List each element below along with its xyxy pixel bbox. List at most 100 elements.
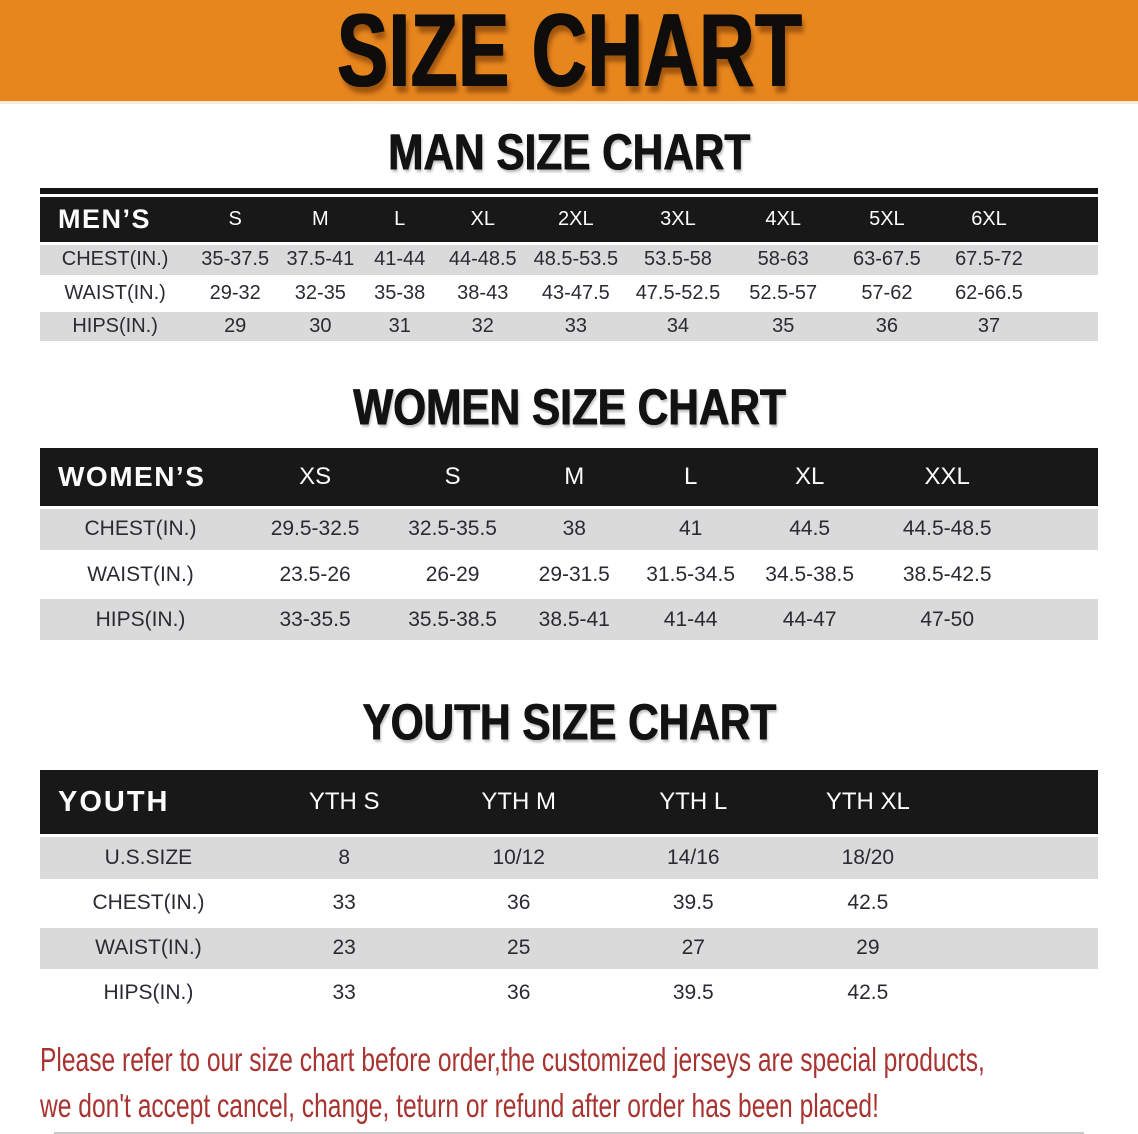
spacer-cell — [955, 880, 1098, 928]
spacer-cell — [1023, 597, 1098, 644]
size-value: 37 — [938, 309, 1040, 345]
men-col-header: XL — [438, 197, 527, 245]
women-col-header: XXL — [870, 447, 1024, 509]
youth-header-label: YOUTH — [40, 770, 257, 837]
youth-ussize-row: U.S.SIZE 8 10/12 14/16 18/20 — [40, 835, 1098, 883]
spacer-cell — [1023, 507, 1098, 554]
men-header-row: MEN’S S M L XL 2XL 3XL 4XL 5XL 6XL — [40, 197, 1098, 245]
size-value: 44-48.5 — [438, 243, 527, 279]
size-value: 67.5-72 — [938, 243, 1040, 279]
size-value: 33-35.5 — [241, 597, 390, 644]
women-col-header: XL — [748, 447, 871, 509]
size-value: 32-35 — [280, 276, 361, 312]
youth-col-header: YTH XL — [780, 770, 956, 837]
banner-title: SIZE CHART — [336, 0, 802, 108]
size-value: 58-63 — [730, 243, 836, 279]
women-size-table: WOMEN’S XS S M L XL XXL CHEST(IN.) 29.5-… — [40, 447, 1098, 644]
men-col-header: S — [190, 197, 281, 245]
spacer-cell — [1039, 243, 1098, 279]
men-hips-row: HIPS(IN.) 29 30 31 32 33 34 35 36 37 — [40, 309, 1098, 345]
size-value: 39.5 — [606, 880, 781, 928]
size-value: 43-47.5 — [526, 276, 626, 312]
size-value: 35.5-38.5 — [389, 597, 517, 644]
spacer-cell — [1039, 309, 1098, 345]
size-value: 32 — [438, 309, 527, 345]
size-value: 44.5-48.5 — [870, 507, 1024, 554]
size-value: 33 — [256, 880, 432, 928]
youth-waist-row: WAIST(IN.) 23 25 27 29 — [40, 925, 1098, 973]
women-col-header: XS — [241, 447, 390, 509]
size-value: 29-32 — [190, 276, 281, 312]
size-value: 29 — [190, 309, 281, 345]
men-section-title-text: MAN SIZE CHART — [387, 123, 751, 181]
size-value: 52.5-57 — [730, 276, 836, 312]
row-label: CHEST(IN.) — [40, 243, 191, 279]
row-label: WAIST(IN.) — [40, 552, 242, 599]
men-section-title: MAN SIZE CHART — [0, 123, 1138, 181]
size-value: 57-62 — [835, 276, 939, 312]
men-size-table: MEN’S S M L XL 2XL 3XL 4XL 5XL 6XL CHEST… — [40, 197, 1098, 345]
women-col-header: M — [516, 447, 633, 509]
spacer-cell — [1039, 197, 1098, 245]
size-value: 14/16 — [606, 835, 781, 883]
youth-col-header: YTH M — [431, 770, 606, 837]
men-chest-row: CHEST(IN.) 35-37.5 37.5-41 41-44 44-48.5… — [40, 243, 1098, 279]
size-value: 10/12 — [431, 835, 606, 883]
size-value: 41-44 — [632, 597, 749, 644]
size-value: 63-67.5 — [835, 243, 939, 279]
size-value: 44.5 — [748, 507, 871, 554]
men-col-header: L — [360, 197, 439, 245]
spacer-cell — [955, 970, 1098, 1018]
women-header-row: WOMEN’S XS S M L XL XXL — [40, 447, 1098, 509]
size-value: 41-44 — [360, 243, 439, 279]
youth-section-title-text: YOUTH SIZE CHART — [362, 693, 776, 751]
size-value: 27 — [606, 925, 781, 973]
row-label: HIPS(IN.) — [40, 597, 242, 644]
spacer-cell — [955, 925, 1098, 973]
size-value: 37.5-41 — [280, 243, 361, 279]
youth-section-title: YOUTH SIZE CHART — [0, 693, 1138, 751]
women-hips-row: HIPS(IN.) 33-35.5 35.5-38.5 38.5-41 41-4… — [40, 597, 1098, 644]
youth-col-header: YTH S — [256, 770, 432, 837]
size-value: 26-29 — [389, 552, 517, 599]
spacer-cell — [1023, 552, 1098, 599]
size-value: 38.5-41 — [516, 597, 633, 644]
men-col-header: 2XL — [526, 197, 626, 245]
size-value: 33 — [526, 309, 626, 345]
size-value: 42.5 — [780, 880, 956, 928]
row-label: WAIST(IN.) — [40, 925, 257, 973]
size-value: 48.5-53.5 — [526, 243, 626, 279]
men-col-header: 6XL — [938, 197, 1040, 245]
women-section: WOMEN SIZE CHART WOMEN’S XS S M L XL XXL… — [0, 378, 1138, 644]
size-value: 32.5-35.5 — [389, 507, 517, 554]
women-chest-row: CHEST(IN.) 29.5-32.5 32.5-35.5 38 41 44.… — [40, 507, 1098, 554]
size-value: 38.5-42.5 — [870, 552, 1024, 599]
size-value: 23.5-26 — [241, 552, 390, 599]
size-value: 38 — [516, 507, 633, 554]
size-value: 35-37.5 — [190, 243, 281, 279]
row-label: U.S.SIZE — [40, 835, 257, 883]
size-value: 35 — [730, 309, 836, 345]
size-value: 34 — [625, 309, 731, 345]
spacer-cell — [955, 835, 1098, 883]
row-label: CHEST(IN.) — [40, 507, 242, 554]
women-col-header: S — [389, 447, 517, 509]
size-value: 31 — [360, 309, 439, 345]
size-value: 35-38 — [360, 276, 439, 312]
women-col-header: L — [632, 447, 749, 509]
disclaimer: Please refer to our size chart before or… — [0, 1038, 1138, 1130]
size-value: 62-66.5 — [938, 276, 1040, 312]
size-value: 8 — [256, 835, 432, 883]
row-label: WAIST(IN.) — [40, 276, 191, 312]
men-section: MAN SIZE CHART MEN’S S M L XL 2XL 3XL 4X… — [0, 123, 1138, 345]
spacer-cell — [955, 770, 1098, 837]
size-value: 29.5-32.5 — [241, 507, 390, 554]
disclaimer-line1: Please refer to our size chart before or… — [40, 1041, 985, 1079]
women-waist-row: WAIST(IN.) 23.5-26 26-29 29-31.5 31.5-34… — [40, 552, 1098, 599]
size-value: 29 — [780, 925, 956, 973]
men-col-header: 5XL — [835, 197, 939, 245]
size-value: 41 — [632, 507, 749, 554]
size-value: 39.5 — [606, 970, 781, 1018]
row-label: CHEST(IN.) — [40, 880, 257, 928]
men-table-top-rule — [40, 188, 1098, 194]
